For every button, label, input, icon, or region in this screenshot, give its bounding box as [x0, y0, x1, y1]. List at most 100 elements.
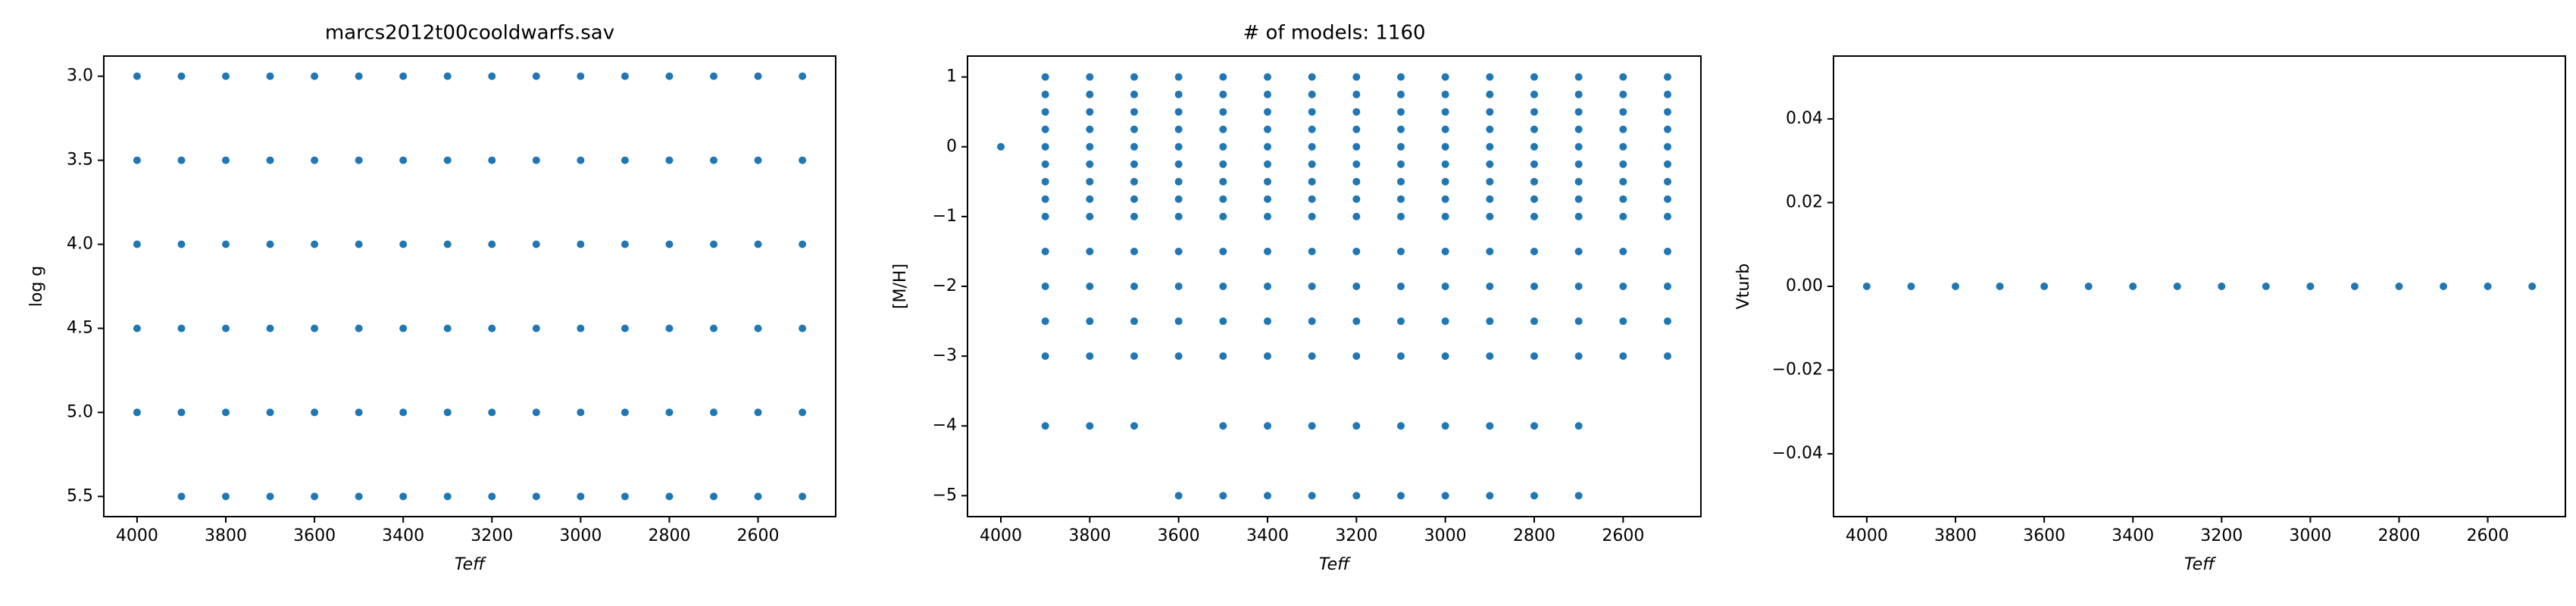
- point: [1619, 108, 1627, 116]
- point: [488, 156, 496, 164]
- point: [1264, 247, 1271, 255]
- point: [1041, 160, 1049, 168]
- point: [1174, 195, 1183, 203]
- point: [1041, 90, 1049, 98]
- point: [754, 492, 762, 501]
- point: [754, 156, 762, 164]
- x-tick-label: 4000: [116, 526, 158, 545]
- point: [1219, 352, 1227, 361]
- point: [1219, 90, 1227, 98]
- point: [1086, 142, 1094, 151]
- plot-frame: [103, 55, 836, 517]
- point: [1130, 317, 1138, 326]
- plot-frame: [1833, 55, 2566, 517]
- point: [1664, 317, 1671, 326]
- point: [1130, 160, 1138, 168]
- point: [488, 492, 496, 501]
- point: [1664, 247, 1671, 255]
- point: [1264, 160, 1271, 168]
- point: [1041, 125, 1049, 133]
- point: [1352, 125, 1361, 133]
- point: [1574, 492, 1583, 500]
- point: [665, 492, 674, 501]
- point: [1397, 177, 1405, 186]
- point: [1664, 108, 1671, 116]
- point: [1574, 283, 1583, 290]
- point: [1619, 73, 1627, 81]
- point: [799, 156, 807, 164]
- point: [1219, 247, 1227, 255]
- point: [1397, 352, 1405, 361]
- point: [1352, 90, 1361, 98]
- x-tick-label: 4000: [980, 526, 1022, 545]
- point: [1530, 125, 1538, 133]
- point: [488, 324, 496, 333]
- point: [1530, 492, 1538, 500]
- point: [1130, 142, 1138, 151]
- point: [532, 324, 540, 333]
- point: [799, 408, 807, 417]
- point: [1130, 283, 1138, 290]
- point: [1397, 125, 1405, 133]
- x-tick-label: 3200: [2200, 526, 2243, 545]
- point: [1619, 283, 1627, 290]
- point: [532, 72, 540, 80]
- point: [2350, 283, 2359, 290]
- point: [754, 324, 762, 333]
- point: [799, 72, 807, 80]
- point: [1486, 73, 1494, 81]
- point: [1264, 177, 1271, 186]
- point: [1352, 212, 1361, 220]
- point: [1130, 422, 1138, 430]
- point: [1664, 177, 1671, 186]
- point: [1486, 125, 1494, 133]
- point: [1308, 160, 1316, 168]
- point: [665, 324, 674, 333]
- point: [799, 240, 807, 248]
- point: [311, 240, 319, 248]
- point: [355, 492, 363, 501]
- point: [532, 408, 540, 417]
- point: [2440, 283, 2447, 290]
- x-tick-label: 3600: [293, 526, 336, 545]
- y-tick-label: −0.04: [1772, 444, 1823, 463]
- point: [1219, 73, 1227, 81]
- point: [532, 492, 540, 501]
- point: [1308, 125, 1316, 133]
- point: [1174, 160, 1183, 168]
- point: [1086, 108, 1094, 116]
- point: [710, 240, 717, 248]
- x-tick-label: 2600: [2467, 526, 2509, 545]
- point: [1664, 352, 1671, 361]
- point: [488, 240, 496, 248]
- point: [1397, 492, 1405, 500]
- y-tick-label: 4.5: [67, 318, 93, 337]
- point: [399, 408, 408, 417]
- point: [2040, 283, 2049, 290]
- x-tick-label: 3800: [1934, 526, 1977, 545]
- point: [1619, 247, 1627, 255]
- point: [1530, 212, 1538, 220]
- point: [754, 72, 762, 80]
- point: [1041, 422, 1049, 430]
- point: [266, 156, 274, 164]
- point: [1352, 108, 1361, 116]
- point: [1308, 142, 1316, 151]
- point: [1486, 108, 1494, 116]
- point: [1352, 195, 1361, 203]
- point: [177, 408, 186, 417]
- point: [1264, 492, 1271, 500]
- point: [1574, 90, 1583, 98]
- point: [1041, 195, 1049, 203]
- point: [1308, 317, 1316, 326]
- point: [1264, 108, 1271, 116]
- point: [1174, 108, 1183, 116]
- point: [1441, 108, 1449, 116]
- y-axis-label: Vturb: [1734, 264, 1753, 310]
- point: [1530, 177, 1538, 186]
- point: [665, 72, 674, 80]
- point: [1086, 160, 1094, 168]
- point: [621, 408, 629, 417]
- point: [754, 408, 762, 417]
- point: [1530, 317, 1538, 326]
